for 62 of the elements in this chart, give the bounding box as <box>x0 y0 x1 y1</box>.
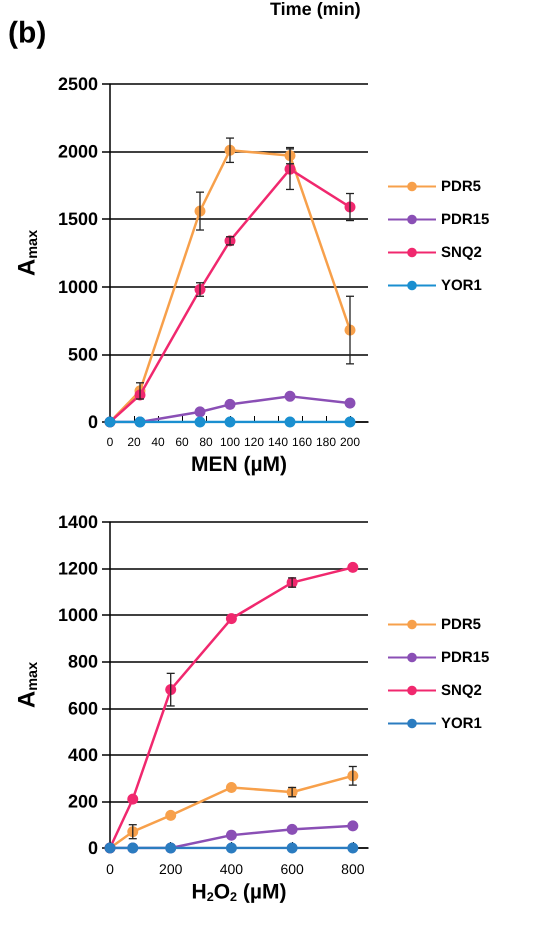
text: Time (min) <box>270 0 361 19</box>
point <box>194 416 206 428</box>
point <box>344 416 356 428</box>
y-tick-label: 1500 <box>58 209 98 230</box>
y-tick-label: 600 <box>68 698 98 718</box>
x-tick-label: 100 <box>220 435 240 449</box>
y-tick-label: 0 <box>88 412 98 432</box>
point <box>284 390 296 402</box>
y-tick-label: 200 <box>68 791 98 812</box>
legend-label: PDR5 <box>441 178 482 195</box>
y-axis-title: Amax <box>14 230 41 276</box>
y-tick-label: 1000 <box>58 605 98 626</box>
point <box>347 562 358 573</box>
point <box>165 810 176 821</box>
y-tick-label: 500 <box>68 344 98 364</box>
y-axis-title: Amax <box>14 662 41 708</box>
x-tick-label: 200 <box>340 435 360 449</box>
y-tick-label: 1400 <box>58 512 98 532</box>
x-tick-label: 60 <box>175 435 189 449</box>
y-tick-label: 2500 <box>58 74 98 94</box>
y-tick-label: 1200 <box>58 558 98 579</box>
x-tick-label: 800 <box>341 861 365 877</box>
legend-label: YOR1 <box>441 715 482 732</box>
legend-label: YOR1 <box>441 277 482 294</box>
y-tick-label: 800 <box>68 652 98 672</box>
point <box>226 782 237 793</box>
legend-label: PDR15 <box>441 649 490 666</box>
x-tick-label: 200 <box>159 861 183 877</box>
point <box>286 824 298 835</box>
x-tick-label: 0 <box>106 435 114 449</box>
x-tick-label: 140 <box>268 435 288 449</box>
point <box>284 416 296 428</box>
x-tick-label: 20 <box>127 435 141 449</box>
y-tick-label: 400 <box>68 744 98 765</box>
y-tick-label: 2000 <box>58 142 98 162</box>
text: (b) <box>8 16 46 50</box>
legend-label: PDR5 <box>441 616 482 633</box>
legend-label: SNQ2 <box>441 244 482 261</box>
x-tick-label: 180 <box>316 435 336 449</box>
point <box>347 820 358 832</box>
x-tick-label: 120 <box>244 435 264 449</box>
point <box>224 398 236 410</box>
point <box>347 842 358 854</box>
x-tick-label: 400 <box>220 861 244 877</box>
x-tick-label: 160 <box>292 435 312 449</box>
point <box>194 406 206 418</box>
point <box>344 398 356 409</box>
point <box>226 830 237 841</box>
y-tick-label: 0 <box>88 838 98 858</box>
point <box>286 842 298 854</box>
x-tick-label: 40 <box>151 435 165 449</box>
point <box>226 613 237 624</box>
legend-label: PDR15 <box>441 211 490 228</box>
x-tick-label: 600 <box>280 861 304 877</box>
x-tick-label: 80 <box>199 435 213 449</box>
y-tick-label: 1000 <box>58 276 98 297</box>
point <box>127 794 138 805</box>
legend-label: SNQ2 <box>441 682 482 699</box>
x-tick-label: 0 <box>106 861 114 877</box>
x-axis-title: MEN (µM) <box>190 453 288 476</box>
point <box>224 416 236 428</box>
point <box>226 842 237 854</box>
